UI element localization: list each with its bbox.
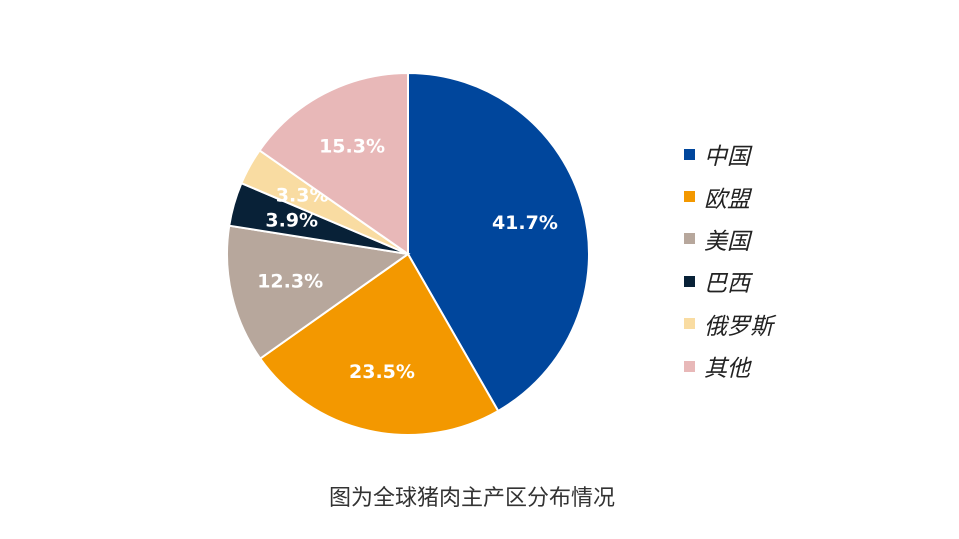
legend-item-usa: 美国	[684, 218, 773, 260]
figure-caption: 图为全球猪肉主产区分布情况	[328, 486, 615, 511]
legend-label: 巴西	[704, 271, 750, 298]
pie-slice-usa	[226, 224, 411, 360]
data-label-brazil: 3.9%	[265, 210, 318, 232]
legend-swatch	[684, 148, 695, 160]
legend-label: 其他	[704, 356, 750, 383]
pie-slice-eu	[258, 252, 500, 436]
legend-label: 欧盟	[704, 186, 750, 213]
legend-label: 俄罗斯	[704, 313, 773, 340]
legend-label: 美国	[704, 228, 750, 255]
legend-label: 中国	[704, 144, 750, 171]
data-label-other: 15.3%	[319, 136, 385, 158]
legend-swatch	[684, 275, 695, 287]
legend-swatch	[684, 191, 695, 203]
pie-plot: 41.7%23.5%12.3%3.9%3.3%15.3%	[226, 71, 590, 436]
legend-item-other: 其他	[684, 345, 773, 387]
data-label-eu: 23.5%	[349, 361, 415, 383]
legend-swatch	[684, 233, 695, 245]
pie-slice-other	[258, 71, 409, 256]
data-label-usa: 12.3%	[257, 271, 323, 293]
pie-chart: 41.7% 23.5% 12.3% 3.9% 3.3% 15.3% 中国 欧盟 美国 巴西 俄罗斯…	[226, 71, 773, 436]
legend-swatch	[684, 318, 695, 330]
data-label-china: 41.7%	[492, 212, 558, 234]
legend-item-brazil: 巴西	[684, 260, 773, 302]
legend: 中国欧盟美国巴西俄罗斯其他	[684, 133, 773, 387]
legend-item-russia: 俄罗斯	[684, 303, 773, 345]
legend-item-eu: 欧盟	[684, 175, 773, 217]
legend-item-china: 中国	[684, 133, 773, 175]
pie-slice-china	[407, 71, 590, 413]
legend-swatch	[684, 360, 695, 372]
